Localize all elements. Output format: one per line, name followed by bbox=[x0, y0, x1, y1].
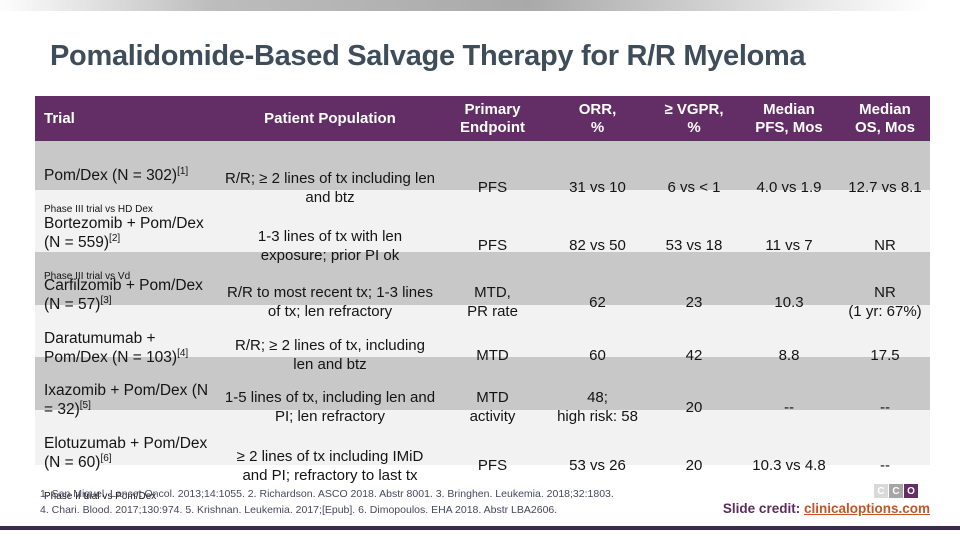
slide-credit-label: Slide credit: bbox=[722, 501, 801, 516]
trial-phase-note: Phase III trial vs HD Dex bbox=[44, 204, 153, 216]
orr-cell: 48; high risk: 58 bbox=[557, 389, 638, 426]
orr-cell: 62 bbox=[589, 293, 606, 311]
trial-name: Bortezomib + Pom/Dex (N = 559) bbox=[44, 214, 204, 251]
reference-line: 4. Chari. Blood. 2017;130:974. 5. Krishn… bbox=[40, 504, 558, 517]
trial-name: Pom/Dex (N = 302) bbox=[44, 166, 178, 184]
os-cell: 17.5 bbox=[870, 346, 900, 364]
orr-cell: 60 bbox=[589, 346, 606, 364]
table-row: Pom/Dex (N = 302)[1] Phase III trial vs … bbox=[35, 141, 930, 215]
orr-cell: 53 vs 26 bbox=[569, 457, 626, 475]
population-cell: ≥ 2 lines of tx including IMiD and PI; r… bbox=[236, 447, 424, 484]
reference-marker: [4] bbox=[177, 347, 189, 359]
table-row: Elotuzumab + Pom/Dex (N = 60)[6] Phase I… bbox=[35, 410, 930, 502]
references: 1. San Miguel. Lancet Oncol. 2013;14:105… bbox=[40, 486, 680, 519]
pfs-cell: -- bbox=[784, 398, 794, 416]
endpoint-cell: MTD, PR rate bbox=[467, 284, 518, 321]
trial-cell: Elotuzumab + Pom/Dex (N = 60)[6] Phase I… bbox=[35, 410, 220, 523]
pfs-cell: 11 vs 7 bbox=[765, 237, 813, 255]
reference-marker: [5] bbox=[79, 399, 91, 411]
population-cell: R/R; ≥ 2 lines of tx, including len and … bbox=[235, 337, 425, 374]
vgpr-cell: 53 vs 18 bbox=[665, 237, 723, 255]
orr-cell: 82 vs 50 bbox=[569, 237, 626, 255]
trial-name: Elotuzumab + Pom/Dex (N = 60) bbox=[44, 434, 208, 471]
table-row: Daratumumab + Pom/Dex (N = 103)[4] R/R; … bbox=[35, 305, 930, 373]
trial-name: Ixazomib + Pom/Dex (N = 32) bbox=[44, 381, 209, 418]
col-header-primary-endpoint: Primary Endpoint bbox=[460, 100, 525, 136]
endpoint-cell: MTD bbox=[476, 346, 509, 364]
endpoint-cell: MTD activity bbox=[469, 389, 516, 426]
col-header-vgpr: ≥ VGPR, % bbox=[664, 100, 724, 136]
os-cell: -- bbox=[880, 457, 890, 475]
trial-cell: Ixazomib + Pom/Dex (N = 32)[5] bbox=[35, 357, 220, 459]
reference-marker: [1] bbox=[177, 165, 189, 177]
bottom-accent-bar bbox=[0, 526, 960, 530]
trial-phase-note: Phase III trial vs Vd bbox=[44, 271, 131, 283]
reference-marker: [6] bbox=[100, 452, 112, 464]
os-cell: -- bbox=[880, 398, 890, 416]
logo-letter-c1: C bbox=[874, 484, 888, 498]
os-cell: NR (1 yr: 67%) bbox=[848, 284, 922, 321]
trial-cell: Pom/Dex (N = 302)[1] Phase III trial vs … bbox=[35, 141, 220, 236]
pfs-cell: 10.3 bbox=[774, 293, 804, 311]
population-cell: 1-3 lines of tx with len exposure; prior… bbox=[257, 227, 403, 264]
endpoint-cell: PFS bbox=[477, 179, 508, 197]
trial-name: Carfilzomib + Pom/Dex (N = 57) bbox=[44, 276, 203, 313]
logo-letter-c2: C bbox=[889, 484, 903, 498]
reference-marker: [2] bbox=[109, 232, 121, 244]
population-cell: R/R; ≥ 2 lines of tx including len and b… bbox=[225, 169, 435, 206]
os-cell: 12.7 vs 8.1 bbox=[848, 179, 922, 197]
trial-phase-note: Phase II trial vs Pom/Dex bbox=[44, 491, 157, 503]
col-header-median-pfs: Median PFS, Mos bbox=[755, 100, 823, 136]
trial-cell: Daratumumab + Pom/Dex (N = 103)[4] bbox=[35, 305, 220, 407]
pfs-cell: 8.8 bbox=[778, 346, 800, 364]
reference-marker: [3] bbox=[100, 294, 112, 306]
vgpr-cell: 42 bbox=[685, 346, 703, 364]
pfs-cell: 4.0 vs 1.9 bbox=[756, 179, 822, 197]
trial-cell: Carfilzomib + Pom/Dex (N = 57)[3] bbox=[35, 252, 220, 354]
pfs-cell: 10.3 vs 4.8 bbox=[752, 457, 826, 475]
col-header-trial: Trial bbox=[44, 109, 75, 127]
population-cell: 1-5 lines of tx, including len and PI; l… bbox=[224, 389, 436, 426]
trial-name: Daratumumab + Pom/Dex (N = 103) bbox=[44, 329, 178, 366]
table-row: Carfilzomib + Pom/Dex (N = 57)[3] R/R to… bbox=[35, 252, 930, 320]
col-header-orr: ORR, % bbox=[578, 100, 617, 136]
os-cell: NR bbox=[874, 237, 896, 255]
trials-table: Trial Patient Population Primary Endpoin… bbox=[35, 96, 930, 502]
col-header-patient-population: Patient Population bbox=[264, 109, 396, 127]
vgpr-cell: 23 bbox=[685, 293, 703, 311]
table-row: Ixazomib + Pom/Dex (N = 32)[5] 1-5 lines… bbox=[35, 357, 930, 425]
logo-letter-o: O bbox=[904, 484, 918, 498]
page-title: Pomalidomide-Based Salvage Therapy for R… bbox=[50, 40, 806, 72]
reference-line: 1. San Miguel. Lancet Oncol. 2013;14:105… bbox=[40, 488, 614, 500]
table-header-row: Trial Patient Population Primary Endpoin… bbox=[35, 96, 930, 141]
clinicaloptions-link[interactable]: clinicaloptions.com bbox=[803, 501, 930, 516]
endpoint-cell: PFS bbox=[477, 457, 508, 475]
population-cell: R/R to most recent tx; 1-3 lines of tx; … bbox=[227, 284, 433, 321]
vgpr-cell: 20 bbox=[685, 457, 703, 475]
trial-cell: Bortezomib + Pom/Dex (N = 559)[2] Phase … bbox=[35, 190, 220, 303]
col-header-median-os: Median OS, Mos bbox=[854, 100, 915, 136]
vgpr-cell: 20 bbox=[685, 398, 703, 416]
endpoint-cell: PFS bbox=[477, 237, 508, 255]
table-row: Bortezomib + Pom/Dex (N = 559)[2] Phase … bbox=[35, 190, 930, 282]
slide-credit: Slide credit: clinicaloptions.com bbox=[723, 501, 930, 516]
cco-logo: C C O bbox=[874, 484, 918, 498]
orr-cell: 31 vs 10 bbox=[569, 179, 626, 197]
vgpr-cell: 6 vs < 1 bbox=[667, 179, 721, 197]
top-gradient-bar bbox=[0, 0, 960, 11]
